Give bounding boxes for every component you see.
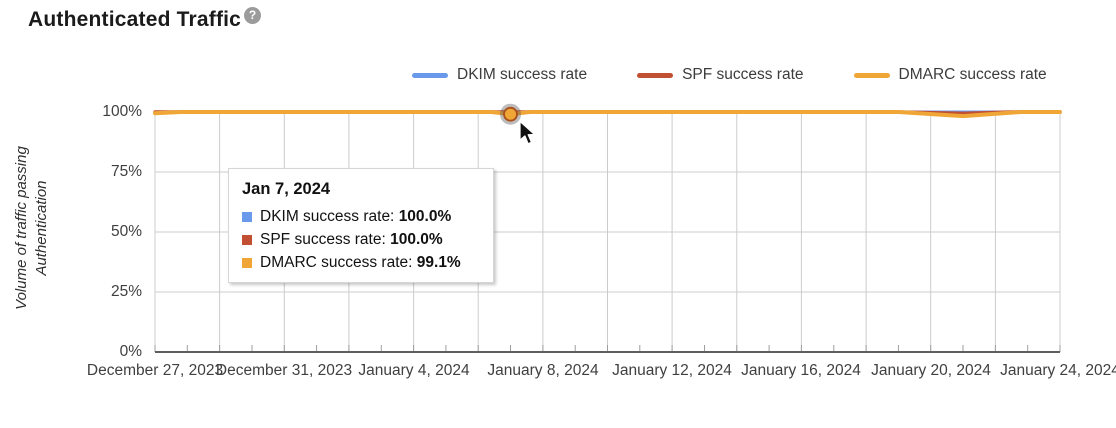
tooltip-label: SPF success rate: (260, 231, 391, 248)
x-tick-label: January 20, 2024 (871, 362, 991, 379)
legend-item-label: SPF success rate (682, 66, 804, 83)
tooltip-text: DMARC success rate: 99.1% (260, 251, 461, 274)
legend-item-dmarc[interactable]: DMARC success rate (853, 66, 1047, 84)
plot-area[interactable] (153, 103, 1062, 353)
legend-item-label: DMARC success rate (898, 66, 1047, 83)
y-axis-title-line1: Volume of traffic passing (13, 146, 30, 310)
dmarc-line-swatch-icon (853, 72, 890, 78)
x-axis-day-ticks (154, 345, 1061, 352)
series-line-dmarc[interactable] (153, 110, 1062, 119)
x-tick-label: January 8, 2024 (487, 362, 599, 379)
tooltip-label: DMARC success rate: (260, 254, 417, 271)
tooltip-row: DKIM success rate: 100.0% (242, 205, 480, 228)
x-tick-label: January 24, 2024 (1000, 362, 1116, 379)
x-tick-label: January 16, 2024 (741, 362, 861, 379)
dmarc-swatch-icon (242, 257, 252, 268)
x-tick-label: January 4, 2024 (358, 362, 470, 379)
panel-header: Authenticated Traffic ? (28, 7, 262, 32)
highlighted-point[interactable] (503, 106, 518, 122)
page-title: Authenticated Traffic (28, 8, 242, 31)
legend-item-spf[interactable]: SPF success rate (637, 66, 804, 84)
highlighted-point-halo (500, 103, 521, 125)
tooltip-text: DKIM success rate: 100.0% (260, 205, 451, 228)
x-tick-label: December 31, 2023 (215, 362, 353, 379)
x-tick-label: January 12, 2024 (612, 362, 732, 379)
x-tick-label: December 27, 2023 (86, 362, 224, 379)
tooltip-value: 100.0% (398, 208, 452, 225)
hover-tooltip: Jan 7, 2024 DKIM success rate: 100.0% SP… (228, 168, 494, 283)
tooltip-value: 99.1% (416, 254, 461, 271)
dkim-swatch-icon (242, 211, 252, 222)
y-axis-title-box: Volume of traffic passing Authentication (0, 112, 64, 352)
y-axis-title-line2: Authentication (33, 180, 50, 276)
dkim-line-swatch-icon (412, 72, 448, 78)
help-icon[interactable]: ? (244, 7, 262, 24)
legend-item-label: DKIM success rate (457, 66, 588, 83)
spf-swatch-icon (242, 234, 252, 245)
chart-legend: DKIM success rate SPF success rate DMARC… (412, 66, 1047, 84)
chart-svg (153, 103, 1062, 353)
spf-line-swatch-icon (637, 72, 674, 78)
tooltip-value: 100.0% (390, 231, 443, 248)
tooltip-row: DMARC success rate: 99.1% (242, 251, 480, 274)
y-tick-label-50: 50% (110, 223, 142, 240)
tooltip-label: DKIM success rate: (260, 208, 399, 225)
legend-item-dkim[interactable]: DKIM success rate (412, 66, 587, 84)
tooltip-date: Jan 7, 2024 (242, 180, 331, 198)
y-tick-label-75: 75% (110, 163, 142, 180)
mouse-cursor-icon (517, 120, 537, 151)
y-tick-label-25: 25% (110, 283, 142, 300)
y-axis-title: Volume of traffic passing Authentication (12, 108, 52, 348)
y-tick-label-0: 0% (119, 343, 142, 360)
y-tick-label-100: 100% (102, 103, 142, 120)
tooltip-row: SPF success rate: 100.0% (242, 228, 480, 251)
tooltip-text: SPF success rate: 100.0% (260, 228, 443, 251)
